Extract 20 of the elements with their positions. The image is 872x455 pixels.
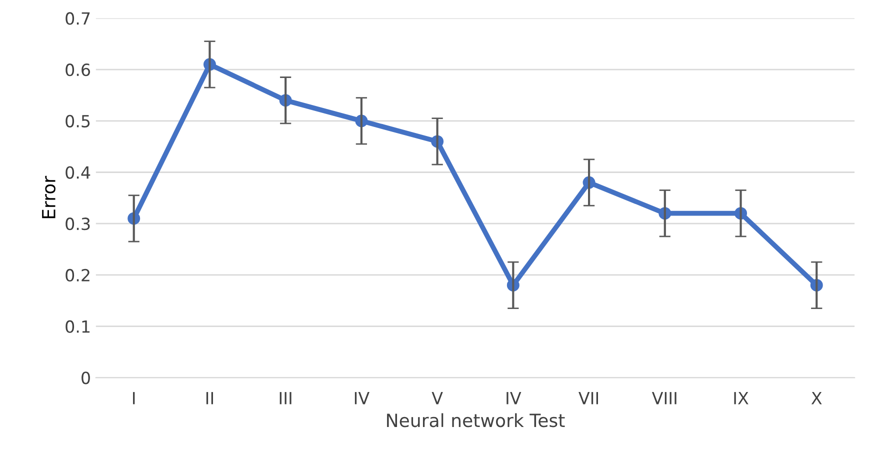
x-tick-label: V [432,392,443,404]
y-tick-label: 0 [82,372,90,384]
y-tick-label: 0.7 [66,12,90,25]
x-tick-label: IX [734,392,748,404]
x-tick-label: X [811,392,822,404]
y-tick-label: 0.6 [66,64,90,76]
x-tick-label: IV [506,392,522,404]
y-tick-label: 0.5 [66,114,90,128]
x-tick-label: IV [354,392,370,404]
x-tick-label: VIII [652,392,676,404]
x-axis-title: Neural network Test [387,413,565,428]
x-tick-label: VII [578,392,598,404]
x-tick-label: I [133,392,135,404]
x-tick-label: II [206,392,213,404]
y-tick-label: 0.2 [66,268,90,282]
y-axis-title: Error [42,176,56,218]
x-tick-label: III [280,392,292,404]
y-tick-label: 0.3 [66,218,90,230]
y-tick-label: 0.4 [66,166,90,179]
y-tick-label: 0.1 [66,320,90,333]
